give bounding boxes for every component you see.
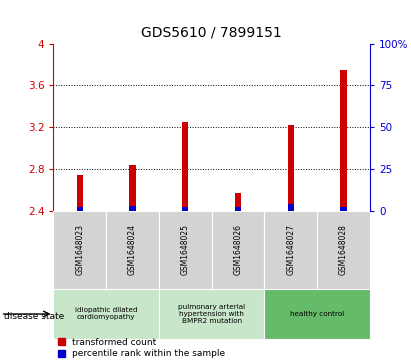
- Bar: [264, 289, 370, 339]
- Bar: [106, 211, 159, 289]
- Bar: [159, 289, 264, 339]
- Bar: [288, 125, 294, 211]
- Text: GSM1648023: GSM1648023: [75, 224, 84, 275]
- Bar: [76, 207, 83, 211]
- Bar: [264, 211, 317, 289]
- Text: GSM1648026: GSM1648026: [233, 224, 242, 275]
- Text: GSM1648024: GSM1648024: [128, 224, 137, 275]
- Bar: [340, 70, 347, 211]
- Text: GSM1648025: GSM1648025: [181, 224, 190, 275]
- Bar: [235, 193, 241, 211]
- Bar: [129, 205, 136, 211]
- Bar: [129, 165, 136, 211]
- Text: healthy control: healthy control: [290, 311, 344, 317]
- Bar: [340, 207, 347, 211]
- Text: GSM1648028: GSM1648028: [339, 224, 348, 275]
- Bar: [76, 175, 83, 211]
- Bar: [53, 289, 159, 339]
- Bar: [288, 204, 294, 211]
- Bar: [53, 211, 106, 289]
- Text: disease state: disease state: [4, 312, 65, 321]
- Text: pulmonary arterial
hypertension with
BMPR2 mutation: pulmonary arterial hypertension with BMP…: [178, 304, 245, 324]
- Text: idiopathic dilated
cardiomyopathy: idiopathic dilated cardiomyopathy: [75, 307, 138, 321]
- Bar: [317, 211, 370, 289]
- Legend: transformed count, percentile rank within the sample: transformed count, percentile rank withi…: [58, 338, 226, 359]
- Text: GSM1648027: GSM1648027: [286, 224, 295, 275]
- Title: GDS5610 / 7899151: GDS5610 / 7899151: [141, 26, 282, 40]
- Bar: [235, 207, 241, 211]
- Bar: [182, 122, 189, 211]
- Bar: [159, 211, 212, 289]
- Bar: [182, 207, 189, 211]
- Bar: [212, 211, 264, 289]
